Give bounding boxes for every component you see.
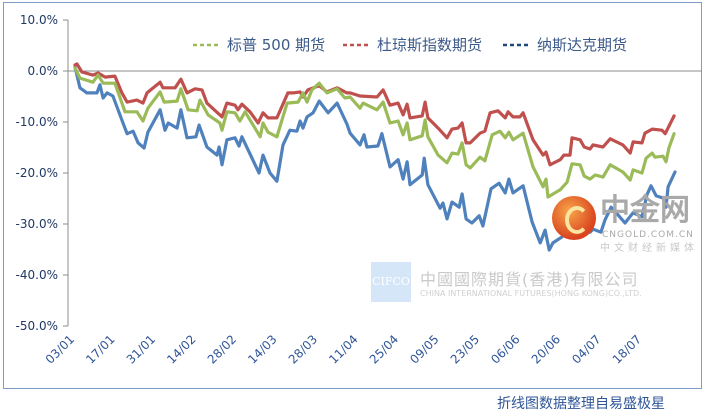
y-tick-label: 10.0% <box>20 13 58 27</box>
x-tick-label: 25/04 <box>367 332 401 366</box>
y-tick-label: -50.0% <box>16 319 58 333</box>
y-tick-label: 0.0% <box>28 64 59 78</box>
cngold-watermark-slogan: 中文财经新媒体 <box>600 243 698 254</box>
cifco-logo: CIFCO <box>371 262 411 302</box>
cngold-watermark-url: CNGOLD.COM.CN <box>602 230 694 240</box>
x-tick-label: 23/05 <box>448 332 482 366</box>
x-tick-label: 14/03 <box>245 332 279 366</box>
x-tick-label: 18/07 <box>610 332 644 366</box>
x-tick-label: 03/01 <box>43 332 77 366</box>
x-tick-label: 28/03 <box>286 332 320 366</box>
chart-frame <box>3 2 702 389</box>
y-tick-label: -30.0% <box>16 217 58 231</box>
x-tick-label: 20/06 <box>529 332 563 366</box>
cngold-logo-icon <box>552 196 596 240</box>
x-tick-label: 04/07 <box>569 332 603 366</box>
cngold-watermark-name: 中金网 <box>600 193 690 228</box>
cifco-watermark-cn: 中國國際期貨(香港)有限公司 <box>420 270 639 289</box>
legend-label: 纳斯达克期货 <box>537 36 627 54</box>
x-tick-label: 17/01 <box>83 332 117 366</box>
x-tick-label: 14/02 <box>164 332 198 366</box>
source-note: 折线图数据整理自易盛极星 <box>497 396 665 412</box>
series-line-0 <box>73 66 676 199</box>
legend-label: 标普 500 期货 <box>227 36 325 54</box>
y-tick-label: -10.0% <box>16 115 58 129</box>
series-line-1 <box>73 62 676 167</box>
legend-label: 杜琼斯指数期货 <box>377 36 482 54</box>
y-tick-label: -40.0% <box>16 268 58 282</box>
legend: 标普 500 期货 杜琼斯指数期货 纳斯达克期货 <box>193 36 627 54</box>
x-tick-label: 11/04 <box>326 332 360 366</box>
x-tick-label: 09/05 <box>407 332 441 366</box>
x-tick-label: 28/02 <box>205 332 239 366</box>
x-tick-label: 31/01 <box>124 332 158 366</box>
x-tick-label: 06/06 <box>488 332 522 366</box>
cifco-watermark-en: CHINA INTERNATIONAL FUTURES(HONG KONG)CO… <box>420 289 642 298</box>
y-tick-label: -20.0% <box>16 166 58 180</box>
